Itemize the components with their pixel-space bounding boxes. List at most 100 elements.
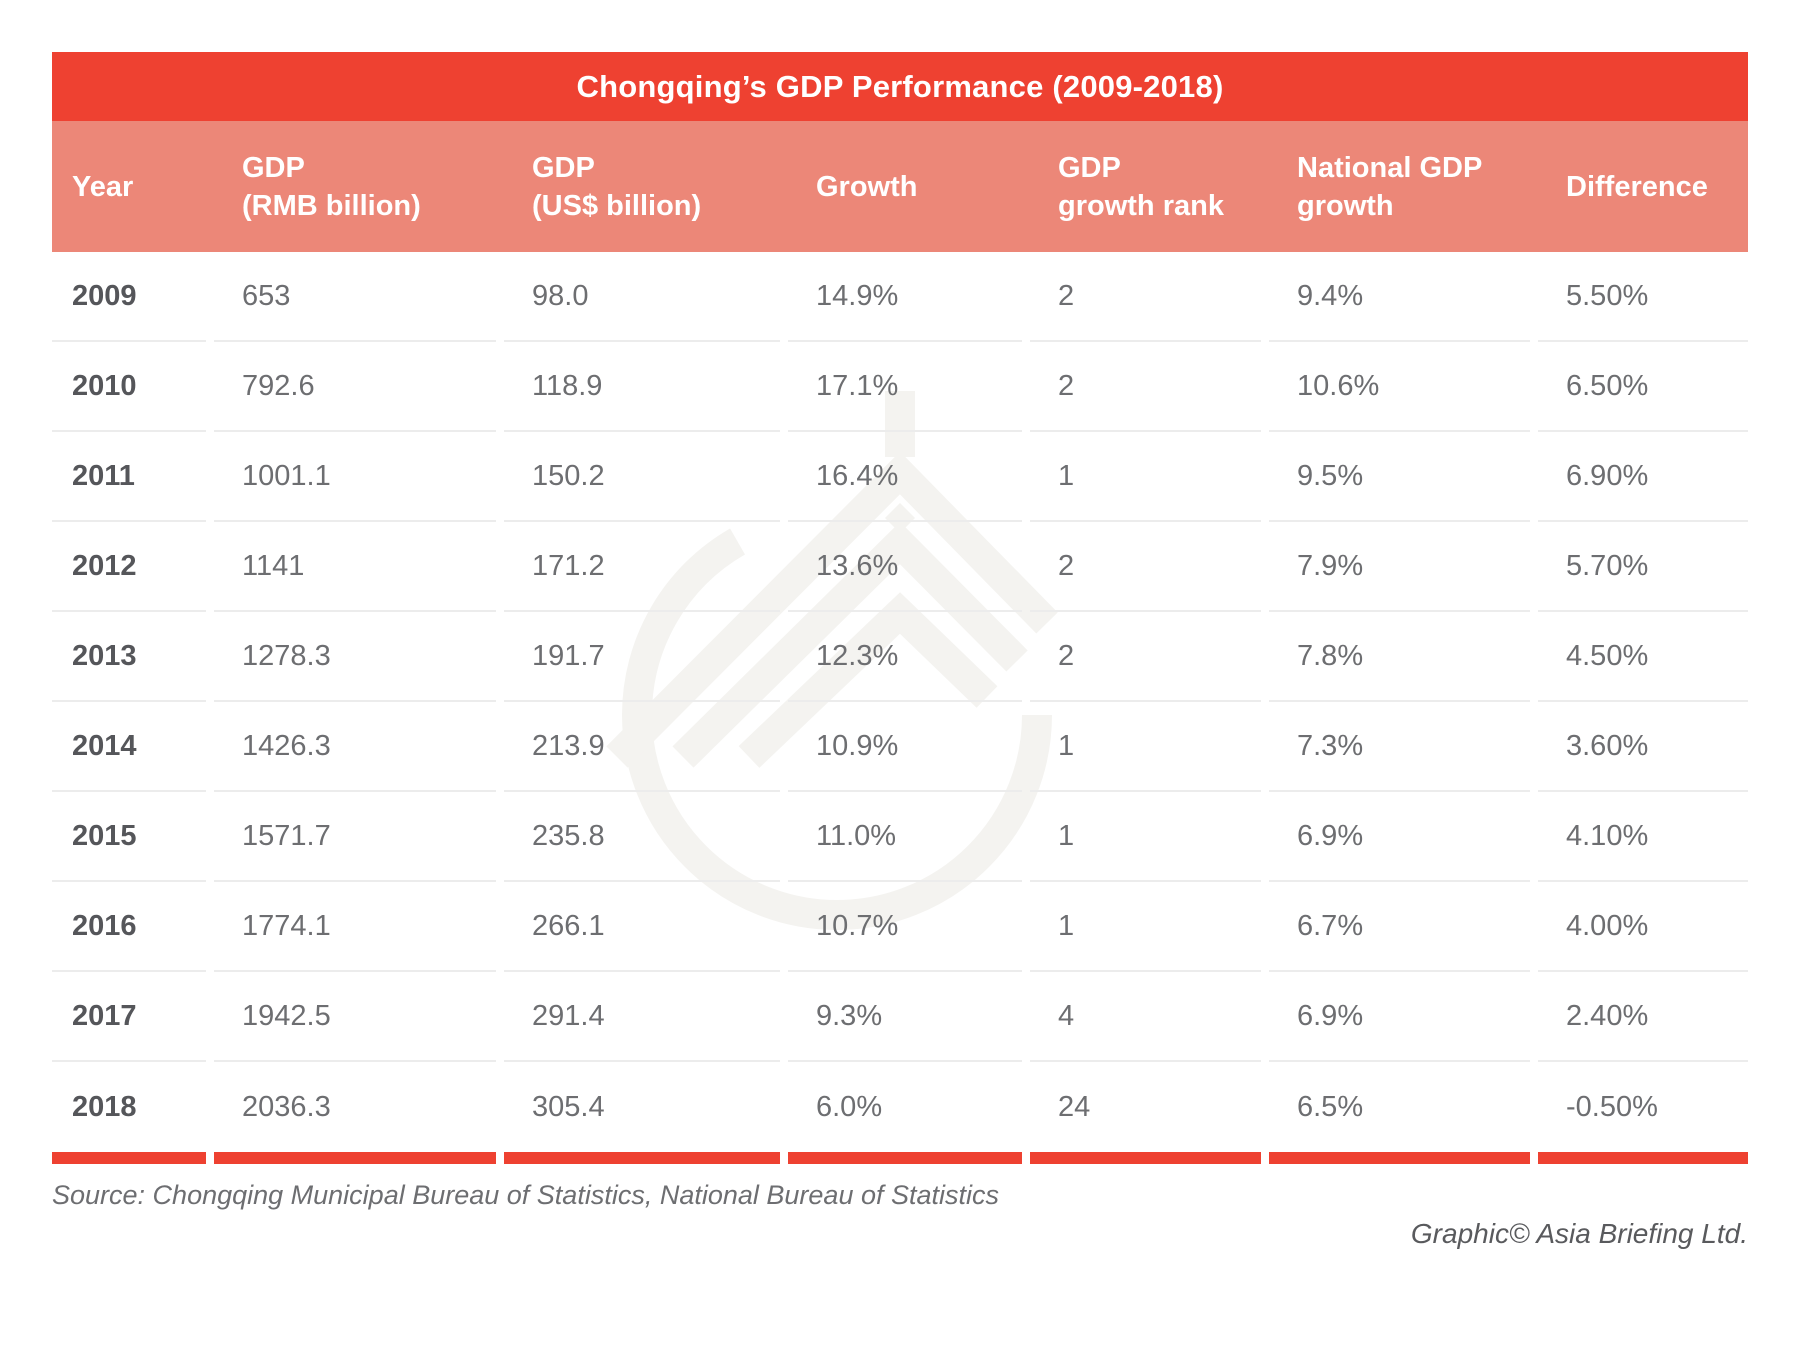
gdp-rmb-cell: 653 <box>214 252 496 342</box>
table-row-2014: 2014 1426.3 213.9 10.9% 1 7.3% 3.60% <box>52 702 1748 792</box>
gdp-rmb-cell: 2036.3 <box>242 1090 331 1123</box>
difference-cell: 5.50% <box>1538 252 1748 342</box>
growth-rank-cell: 2 <box>1030 522 1261 612</box>
table-row-2016: 2016 1774.1 266.1 10.7% 1 6.7% 4.00% <box>52 882 1748 972</box>
gdp-usd-cell: 150.2 <box>504 432 780 522</box>
gdp-rmb-cell: 1571.7 <box>214 792 496 882</box>
growth-rank-cell: 1 <box>1030 432 1261 522</box>
national-growth-cell: 7.3% <box>1269 702 1530 792</box>
growth-rank-cell: 1 <box>1030 882 1261 972</box>
difference-cell: -0.50% <box>1566 1090 1658 1123</box>
source-note: Source: Chongqing Municipal Bureau of St… <box>52 1180 1000 1210</box>
growth-cell: 13.6% <box>788 522 1022 612</box>
year-cell: 2015 <box>52 792 206 882</box>
gdp-rmb-cell: 1141 <box>214 522 496 612</box>
difference-cell: 6.50% <box>1538 342 1748 432</box>
growth-rank-cell: 2 <box>1030 252 1261 342</box>
credit-note: Graphic© Asia Briefing Ltd. <box>1410 1218 1748 1249</box>
header-cell-year: Year <box>72 170 134 203</box>
rule-segment <box>1030 1152 1261 1164</box>
gdp-usd-cell: 191.7 <box>504 612 780 702</box>
national-growth-cell: 6.9% <box>1269 972 1530 1062</box>
year-cell: 2011 <box>52 432 206 522</box>
header-cell-difference: Difference <box>1566 170 1708 203</box>
national-growth-cell: 9.4% <box>1269 252 1530 342</box>
national-growth-cell: 7.8% <box>1269 612 1530 702</box>
header-cell-gdp-rmb: GDP (RMB billion) <box>242 151 421 222</box>
difference-cell: 6.90% <box>1538 432 1748 522</box>
year-cell: 2012 <box>52 522 206 612</box>
year-cell: 2013 <box>52 612 206 702</box>
table-title: Chongqing’s GDP Performance (2009-2018) <box>576 68 1224 104</box>
growth-rank-cell: 24 <box>1058 1090 1091 1123</box>
rule-segment <box>1269 1152 1530 1164</box>
growth-cell: 17.1% <box>788 342 1022 432</box>
year-cell: 2018 <box>72 1090 137 1123</box>
year-cell: 2016 <box>52 882 206 972</box>
national-growth-cell: 7.9% <box>1269 522 1530 612</box>
growth-cell: 10.9% <box>788 702 1022 792</box>
table-row-2011: 2011 1001.1 150.2 16.4% 1 9.5% 6.90% <box>52 432 1748 522</box>
table-row-2013: 2013 1278.3 191.7 12.3% 2 7.8% 4.50% <box>52 612 1748 702</box>
rule-segment <box>214 1152 496 1164</box>
table-bottom-rule <box>52 1152 1748 1164</box>
year-cell: 2009 <box>52 252 206 342</box>
gdp-performance-table: Chongqing’s GDP Performance (2009-2018) … <box>52 52 1748 1252</box>
gdp-usd-cell: 305.4 <box>532 1090 605 1123</box>
gdp-rmb-cell: 1278.3 <box>214 612 496 702</box>
year-cell: 2014 <box>52 702 206 792</box>
growth-rank-cell: 2 <box>1030 342 1261 432</box>
gdp-rmb-cell: 1426.3 <box>214 702 496 792</box>
national-growth-cell: 6.7% <box>1269 882 1530 972</box>
growth-cell: 16.4% <box>788 432 1022 522</box>
growth-rank-cell: 1 <box>1030 792 1261 882</box>
table-row-2018: 2018 2036.3 305.4 6.0% 24 6.5% -0.50% <box>52 1062 1748 1152</box>
gdp-rmb-cell: 1001.1 <box>214 432 496 522</box>
growth-cell: 12.3% <box>788 612 1022 702</box>
growth-cell: 9.3% <box>788 972 1022 1062</box>
difference-cell: 4.00% <box>1538 882 1748 972</box>
gdp-usd-cell: 213.9 <box>504 702 780 792</box>
growth-cell: 10.7% <box>788 882 1022 972</box>
table-row-2017: 2017 1942.5 291.4 9.3% 4 6.9% 2.40% <box>52 972 1748 1062</box>
rule-segment <box>504 1152 780 1164</box>
header-cell-national-gdp-growth: National GDP growth <box>1297 151 1483 222</box>
difference-cell: 5.70% <box>1538 522 1748 612</box>
rule-segment <box>788 1152 1022 1164</box>
table-row-2009: 2009 653 98.0 14.9% 2 9.4% 5.50% <box>52 252 1748 342</box>
national-growth-cell: 6.5% <box>1297 1090 1364 1123</box>
header-cell-gdp-usd: GDP (US$ billion) <box>532 151 702 222</box>
gdp-rmb-cell: 1942.5 <box>214 972 496 1062</box>
gdp-rmb-cell: 792.6 <box>214 342 496 432</box>
growth-cell: 11.0% <box>788 792 1022 882</box>
year-cell: 2010 <box>52 342 206 432</box>
difference-cell: 3.60% <box>1538 702 1748 792</box>
gdp-usd-cell: 266.1 <box>504 882 780 972</box>
table-row-2012: 2012 1141 171.2 13.6% 2 7.9% 5.70% <box>52 522 1748 612</box>
growth-rank-cell: 2 <box>1030 612 1261 702</box>
table-header-row: Year GDP (RMB billion) GDP (US$ billion)… <box>52 121 1748 252</box>
gdp-usd-cell: 291.4 <box>504 972 780 1062</box>
national-growth-cell: 10.6% <box>1269 342 1530 432</box>
gdp-usd-cell: 171.2 <box>504 522 780 612</box>
growth-rank-cell: 1 <box>1030 702 1261 792</box>
gdp-usd-cell: 235.8 <box>504 792 780 882</box>
table-title-bar: Chongqing’s GDP Performance (2009-2018) <box>52 52 1748 121</box>
table-row-2010: 2010 792.6 118.9 17.1% 2 10.6% 6.50% <box>52 342 1748 432</box>
header-cell-gdp-growth-rank: GDP growth rank <box>1058 151 1224 222</box>
year-cell: 2017 <box>52 972 206 1062</box>
growth-cell: 6.0% <box>816 1090 883 1123</box>
header-cell-growth: Growth <box>816 170 918 203</box>
national-growth-cell: 6.9% <box>1269 792 1530 882</box>
rule-segment <box>1538 1152 1748 1164</box>
difference-cell: 2.40% <box>1538 972 1748 1062</box>
gdp-usd-cell: 98.0 <box>504 252 780 342</box>
difference-cell: 4.10% <box>1538 792 1748 882</box>
growth-rank-cell: 4 <box>1030 972 1261 1062</box>
growth-cell: 14.9% <box>788 252 1022 342</box>
national-growth-cell: 9.5% <box>1269 432 1530 522</box>
gdp-usd-cell: 118.9 <box>504 342 780 432</box>
table-row-2015: 2015 1571.7 235.8 11.0% 1 6.9% 4.10% <box>52 792 1748 882</box>
rule-segment <box>52 1152 206 1164</box>
gdp-rmb-cell: 1774.1 <box>214 882 496 972</box>
